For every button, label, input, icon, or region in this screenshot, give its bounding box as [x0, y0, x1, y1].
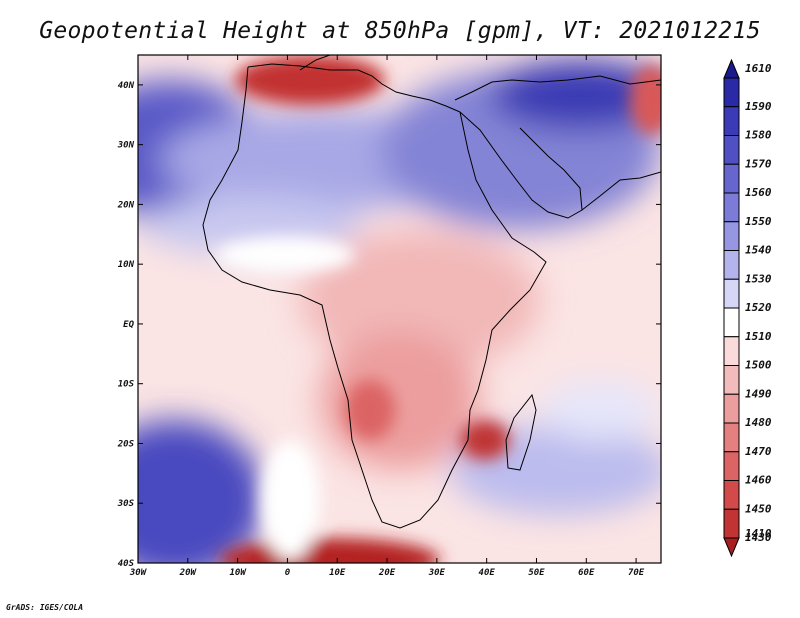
colorbar-swatch	[723, 451, 740, 481]
colorbar-label: 1480	[745, 416, 772, 429]
colorbar-swatch	[723, 422, 740, 453]
lon-tick-label: 20E	[378, 568, 396, 578]
lat-tick-label: 20N	[117, 200, 135, 210]
lon-tick-label: 30W	[129, 568, 148, 578]
map-frame	[137, 54, 662, 564]
lon-tick-label: 50E	[528, 568, 545, 578]
colorbar-label: 1500	[745, 359, 772, 372]
colorbar-swatch	[723, 307, 740, 338]
coastlines	[202, 55, 661, 529]
colorbar-label: 1510	[745, 330, 772, 343]
colorbar-swatch	[723, 480, 740, 510]
red-sea-arabia-coast	[459, 111, 583, 219]
colorbar-label: 1430	[745, 531, 772, 544]
colorbar-label: 1580	[745, 129, 772, 142]
kalahari-low-region	[345, 380, 395, 440]
lat-tick-label: 10S	[118, 380, 135, 390]
colorbar-swatch	[723, 77, 740, 108]
lon-tick-label: 30E	[428, 568, 446, 578]
colorbar-label: 1490	[745, 387, 772, 400]
colorbar-label: 1410	[745, 527, 772, 540]
colorbar-swatch	[723, 250, 740, 280]
colorbar-swatch	[723, 336, 740, 366]
colorbar-swatch	[723, 221, 740, 251]
lon-tick-label: 40E	[479, 568, 496, 578]
colorbar: 1610 1590 1580 1570 1560 1550 1540 1530 1520 1510…	[723, 58, 772, 558]
lat-tick-label: 40N	[118, 81, 135, 91]
colorbar-label: 1610	[745, 62, 772, 75]
colorbar-swatch	[723, 393, 740, 424]
height-field	[138, 55, 661, 563]
colorbar-swatch-bottom	[723, 537, 740, 558]
lon-tick-label: 10E	[329, 568, 346, 578]
lat-tick-label: EQ	[123, 320, 134, 330]
colorbar-swatch	[723, 106, 740, 136]
lon-tick-label: 20W	[179, 568, 198, 578]
north-africa-coast	[247, 63, 461, 113]
lat-tick-label: 40S	[118, 559, 135, 569]
colorbar-label: 1450	[745, 502, 772, 515]
arabian-sea-coast	[581, 171, 661, 211]
colorbar-label: 1470	[745, 445, 772, 458]
south-atlantic-high-region	[138, 420, 265, 563]
levant-coast	[454, 75, 661, 101]
colorbar-swatch	[723, 508, 740, 539]
latitude-axis: 40N 30N 20N 10N EQ 10S 20S 30S 40S	[117, 81, 661, 569]
colorbar-swatch	[723, 163, 740, 194]
longitude-axis: 30W 20W 10W 0 10E 20E 30E 40E 50E 60E 70E	[129, 55, 645, 578]
colorbar-label: 1550	[745, 215, 772, 228]
colorbar-label: 1540	[745, 244, 772, 257]
italy-coast	[299, 55, 331, 71]
mediterranean-low-region	[235, 55, 385, 105]
colorbar-label: 1530	[745, 272, 772, 285]
colorbar-swatch	[723, 135, 740, 165]
colorbar-label: 1560	[745, 186, 772, 199]
lon-tick-label: 60E	[578, 568, 595, 578]
colorbar-label: 1520	[745, 301, 772, 314]
colorbar-swatch	[723, 192, 740, 223]
madagascar-coast	[505, 393, 537, 471]
lat-tick-label: 30S	[117, 499, 135, 509]
lat-tick-label: 30N	[117, 141, 135, 151]
lon-tick-label: 0	[285, 568, 291, 578]
colorbar-label: 1570	[745, 157, 772, 170]
mozambique-low-region	[460, 420, 510, 460]
colorbar-swatch	[723, 365, 740, 395]
lon-tick-label: 70E	[628, 568, 645, 578]
lat-tick-label: 20S	[117, 439, 135, 449]
lon-tick-label: 10W	[229, 568, 247, 578]
arabia-high-region	[490, 60, 661, 130]
colorbar-label: 1590	[745, 100, 772, 113]
chart-title: Geopotential Height at 850hPa [gpm], VT:…	[39, 18, 761, 44]
colorbar-label: 1460	[745, 474, 772, 487]
lat-tick-label: 10N	[118, 260, 135, 270]
africa-coastline	[202, 66, 547, 529]
colorbar-swatch	[723, 278, 740, 309]
grads-credit: GrADS: IGES/COLA	[6, 603, 84, 612]
colorbar-swatch-top	[723, 58, 740, 79]
